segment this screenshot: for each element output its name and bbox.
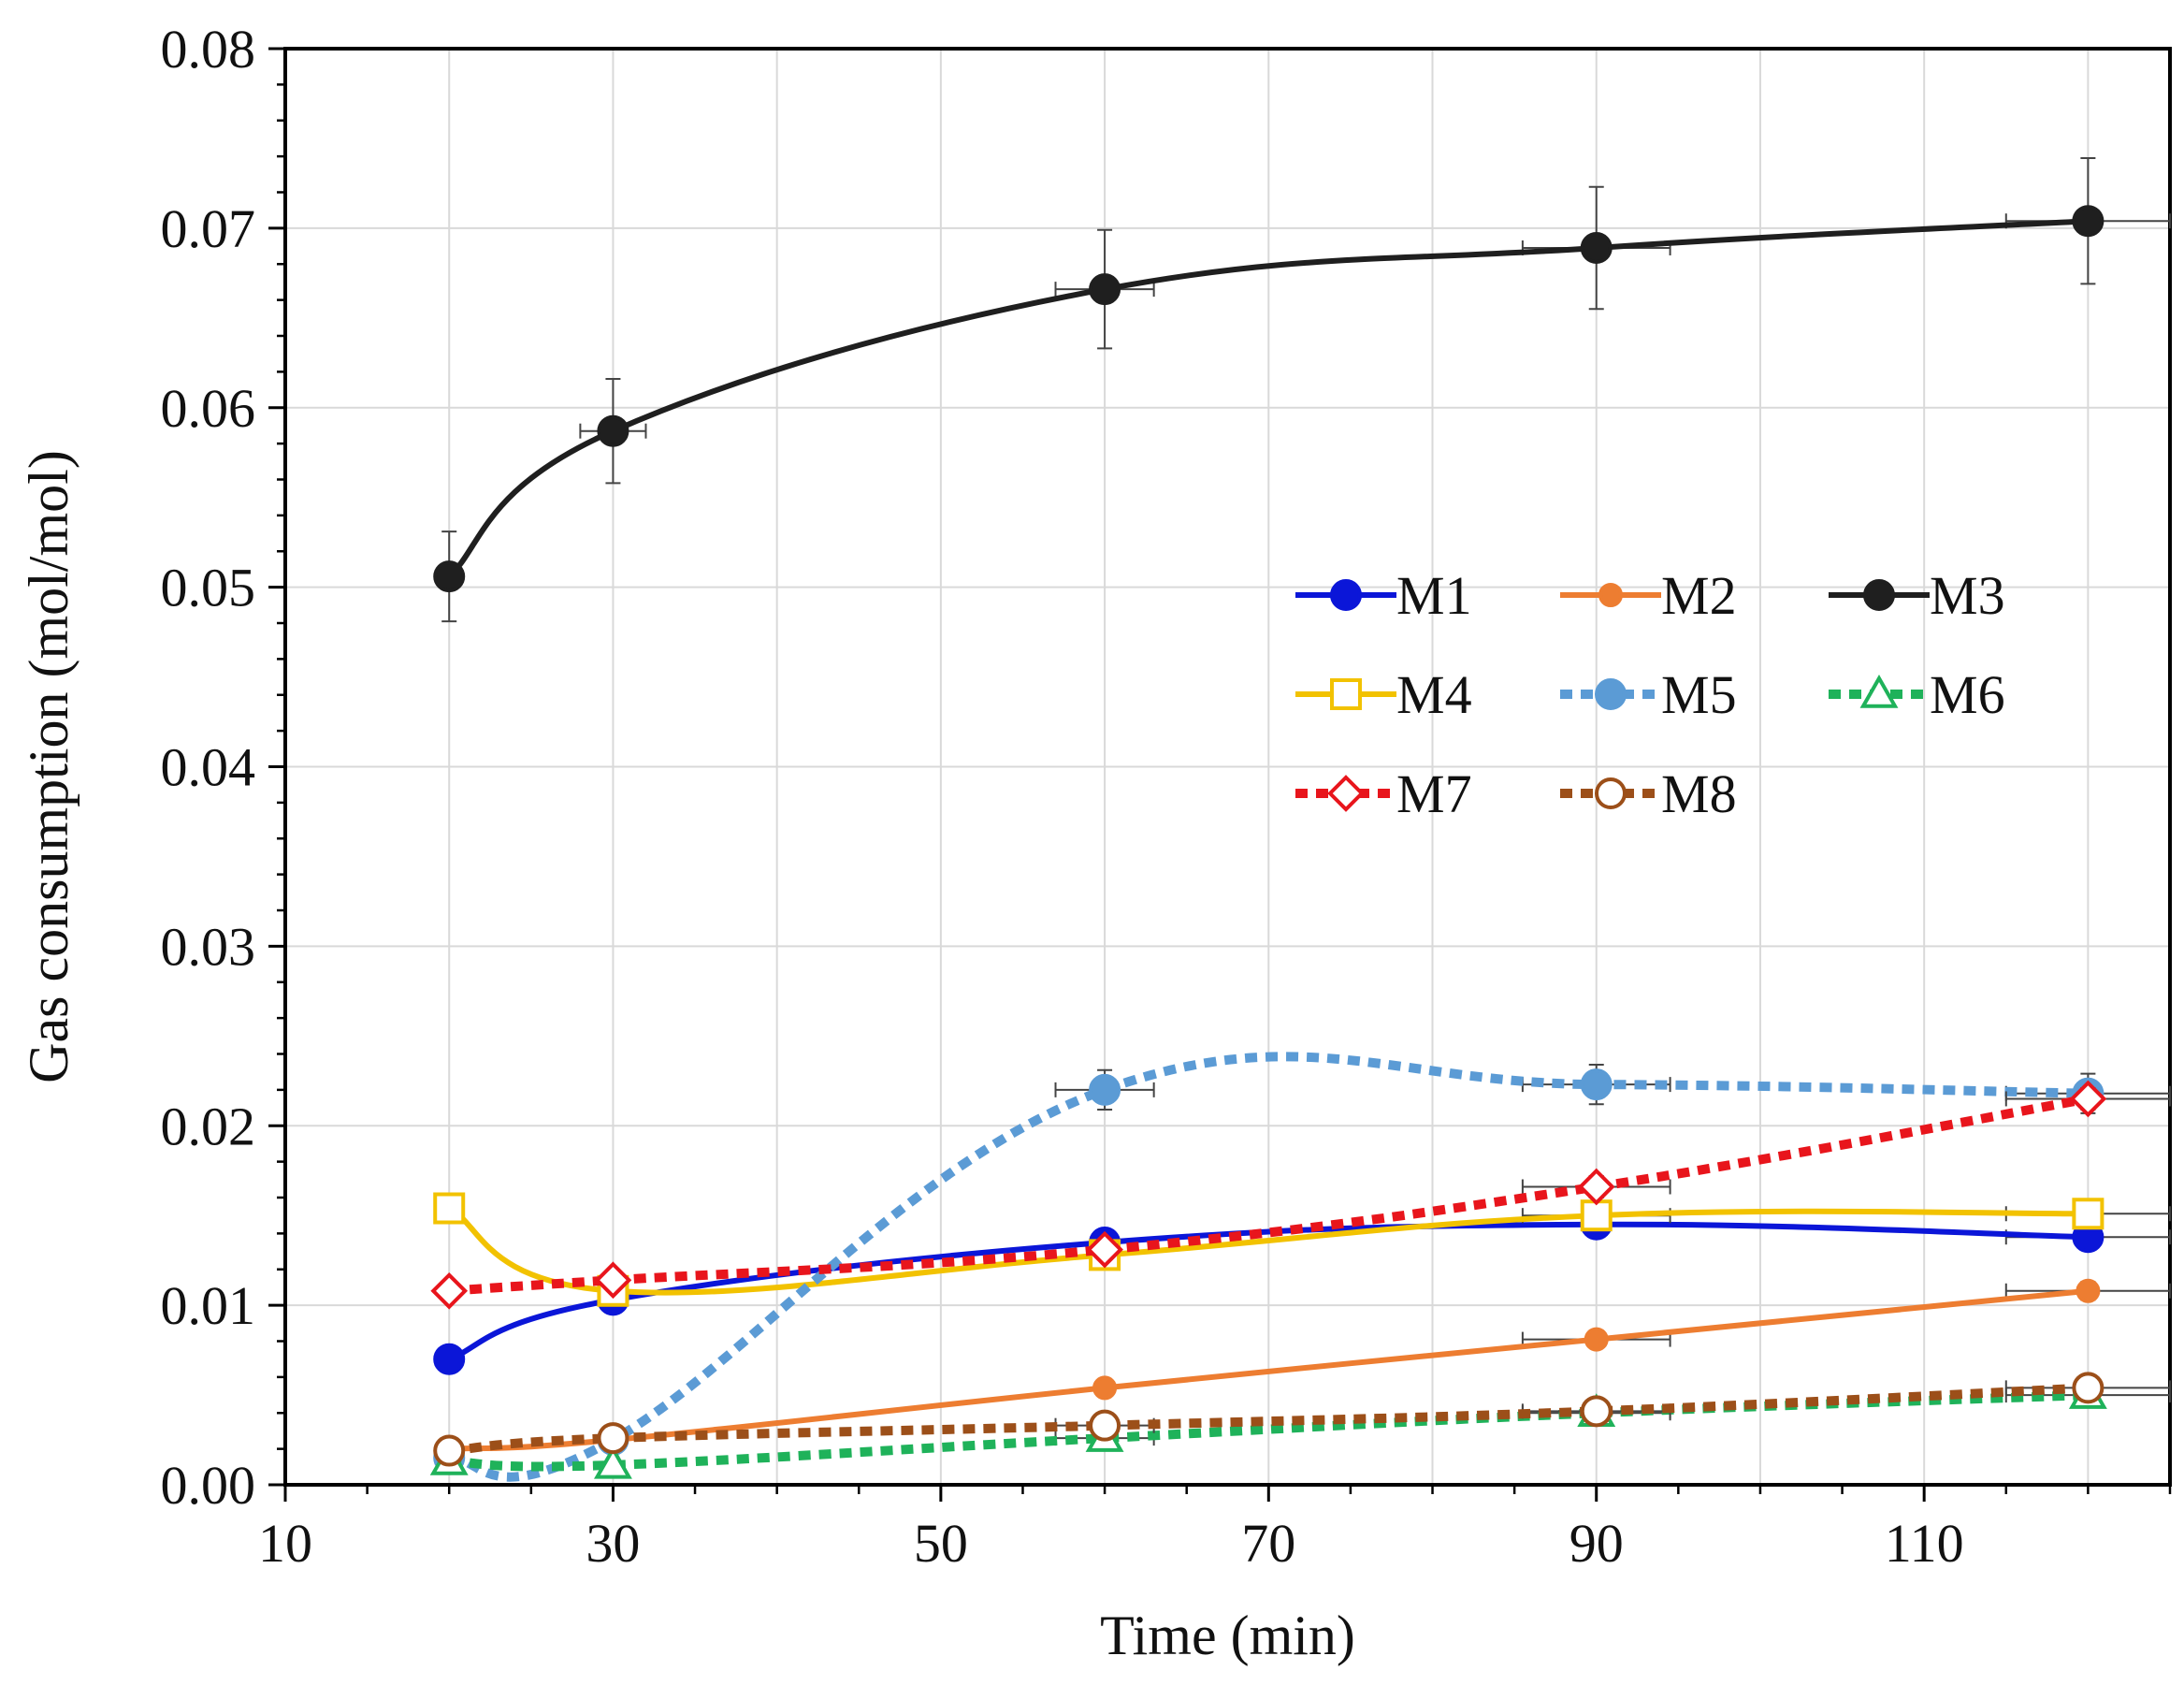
data-point (1092, 1375, 1118, 1401)
legend-item-m8: M8 (1560, 763, 1737, 824)
axes: 0.00 0.01 0.02 0.03 0.04 0.05 0.06 0.07 0.08 10 30… (161, 19, 2172, 1574)
data-point (1089, 273, 1121, 306)
legend-item-m5: M5 (1560, 664, 1737, 725)
data-point (1089, 1409, 1121, 1442)
x-axis-title: Time (min) (1100, 1605, 1355, 1666)
x-tick-label: 10 (258, 1513, 312, 1574)
legend-marker (1595, 678, 1627, 710)
x-tick-label: 90 (1569, 1513, 1624, 1574)
legend-label: M6 (1930, 664, 2005, 725)
y-tick-label: 0.08 (161, 19, 256, 80)
legend-item-m7: M7 (1295, 763, 1472, 824)
legend-marker (1859, 674, 1899, 708)
legend-marker (1863, 579, 1895, 611)
data-point (1086, 1230, 1123, 1269)
data-point (430, 1271, 469, 1310)
legend-item-m3: M3 (1829, 565, 2005, 626)
legend-label: M1 (1396, 565, 1472, 626)
data-point (597, 1422, 629, 1455)
y-axis-title: Gas consumption (mol/mol) (18, 450, 80, 1083)
data-point (433, 1343, 466, 1375)
legend-marker (1330, 678, 1362, 710)
series-m3 (433, 157, 2171, 623)
legend: M1 M2 M3 M4 M5 M6 M7 M8 (1295, 565, 2005, 824)
data-point (1580, 1395, 1613, 1428)
data-point (593, 1445, 632, 1479)
series-m7 (430, 1080, 2171, 1310)
legend-marker (1598, 583, 1623, 607)
x-tick-label: 110 (1885, 1513, 1964, 1574)
data-point (2072, 1198, 2104, 1230)
data-point (2072, 205, 2104, 238)
data-point (2076, 1278, 2101, 1303)
legend-marker (1327, 775, 1365, 812)
legend-marker (1330, 579, 1362, 611)
y-tick-label: 0.06 (161, 378, 256, 439)
y-tick-label: 0.04 (161, 737, 256, 798)
data-point (433, 1192, 466, 1225)
y-tick-label: 0.03 (161, 916, 256, 977)
legend-item-m4: M4 (1295, 664, 1472, 725)
legend-label: M4 (1396, 664, 1472, 725)
x-tick-label: 50 (914, 1513, 968, 1574)
x-tick-label: 70 (1241, 1513, 1295, 1574)
data-point (1577, 1168, 1615, 1206)
legend-label: M8 (1661, 763, 1737, 824)
y-tick-label: 0.02 (161, 1096, 256, 1156)
data-point (1089, 1073, 1121, 1106)
data-point (1580, 1199, 1613, 1232)
data-point (594, 1261, 632, 1300)
data-point (2072, 1372, 2104, 1404)
data-point (433, 1434, 466, 1467)
legend-label: M2 (1661, 565, 1737, 626)
data-point (433, 560, 466, 593)
series-line-m4 (447, 1205, 2089, 1296)
series-line-m5 (448, 1052, 2089, 1482)
series-layer (429, 157, 2171, 1482)
legend-item-m2: M2 (1560, 565, 1737, 626)
y-tick-label: 0.00 (161, 1455, 256, 1516)
legend-item-m6: M6 (1829, 664, 2005, 725)
legend-item-m1: M1 (1295, 565, 1472, 626)
data-point (597, 414, 629, 447)
y-tick-label: 0.05 (161, 558, 256, 618)
legend-label: M3 (1930, 565, 2005, 626)
data-point (1580, 1068, 1613, 1101)
legend-label: M7 (1396, 763, 1472, 824)
legend-marker (1595, 777, 1627, 809)
series-line-m8 (448, 1383, 2089, 1456)
data-point (1580, 231, 1613, 264)
data-point (1584, 1327, 1609, 1352)
series-m8 (433, 1372, 2171, 1467)
y-tick-label: 0.07 (161, 198, 256, 259)
y-tick-label: 0.01 (161, 1275, 256, 1336)
series-line-m7 (448, 1094, 2090, 1296)
data-point (2069, 1080, 2107, 1118)
x-tick-label: 30 (586, 1513, 640, 1574)
series-line-m3 (447, 218, 2089, 579)
legend-label: M5 (1661, 664, 1737, 725)
